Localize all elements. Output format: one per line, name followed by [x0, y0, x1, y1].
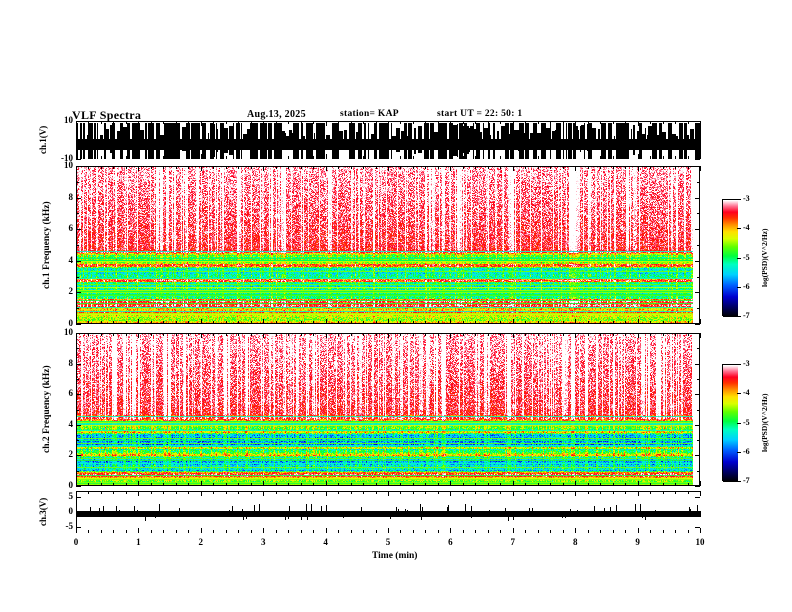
x-axis-tick-label: 6: [448, 537, 453, 547]
x-axis-label: Time (min): [372, 551, 418, 561]
ch1-waveform-axis-label: ch.1(V): [38, 125, 48, 154]
x-axis-tick-label: 1: [136, 537, 141, 547]
colorbar-ch2-tick-label: -6: [743, 447, 750, 456]
colorbar-ch1-tick-label: -5: [743, 253, 750, 262]
colorbar-ch2: [722, 364, 738, 482]
colorbar-ch1-tick-label: -6: [743, 282, 750, 291]
colorbar-ch2-tick-label: -5: [743, 418, 750, 427]
ch3-wave-tick-label: -5: [65, 521, 74, 531]
figure-title: VLF Spectra: [72, 108, 142, 122]
x-axis-tick-label: 0: [73, 537, 79, 547]
figure-date: Aug.13, 2025: [247, 109, 306, 120]
colorbar-ch2-tick-label: -7: [743, 476, 750, 485]
colorbar-ch2-tick-label: -4: [743, 388, 750, 397]
ch1-spec-tick-label: 2: [68, 286, 74, 296]
figure-title-row: VLF Spectra Aug.13, 2025 station= KAP st…: [0, 108, 792, 122]
ch1-spec-tick-label: 0: [68, 318, 74, 328]
ch2-spectrogram-image: [77, 334, 693, 485]
ch3-wave-tick-label: 5: [68, 491, 74, 501]
ch3-waveform-axis-label: ch.3(V): [38, 497, 48, 526]
colorbar-ch2-label: log(PSD)(V^2/Hz): [760, 393, 769, 452]
ch3-wave-tick-label: 0: [68, 506, 74, 516]
x-axis-tick-label: 3: [260, 537, 266, 547]
x-axis-tick-label: 10: [695, 537, 705, 547]
ch1-wave-tick-label: 10: [64, 115, 73, 125]
panel-ch1-waveform: [76, 121, 701, 160]
ch1-spectrogram-axis-label: ch.1 Frequency (kHz): [42, 201, 52, 289]
x-axis-tick-label: 2: [198, 537, 204, 547]
ch3-waveform-trace: [77, 492, 701, 534]
figure-start-ut: start UT = 22: 50: 1: [437, 109, 523, 119]
colorbar-ch1-label: log(PSD)(V^2/Hz): [760, 228, 769, 287]
colorbar-ch2-tick-label: -3: [743, 359, 750, 368]
colorbar-ch1: [722, 199, 738, 317]
ch1-spec-tick-label: 4: [68, 255, 74, 265]
colorbar-ch1-tick-label: -3: [743, 194, 750, 203]
colorbar-ch1-tick-label: -4: [743, 223, 750, 232]
ch2-spec-tick-label: 6: [68, 388, 74, 398]
colorbar-ch1-gradient: [723, 200, 738, 317]
ch2-spec-tick-label: 4: [68, 419, 74, 429]
x-axis-tick-label: 9: [635, 537, 640, 547]
colorbar-ch1-tick-label: -7: [743, 311, 750, 320]
panel-ch1-spectrogram: [76, 166, 700, 324]
ch1-spec-tick-label: 8: [68, 192, 74, 202]
panel-ch3-waveform: [76, 491, 701, 534]
colorbar-ch2-gradient: [723, 365, 738, 482]
ch1-spec-tick-label: 6: [68, 223, 74, 233]
ch2-spectrogram-axis-label: ch.2 Frequency (kHz): [42, 365, 52, 453]
ch1-spectrogram-image: [77, 167, 693, 323]
panel-ch2-spectrogram: [76, 333, 700, 486]
x-axis-tick-label: 5: [385, 537, 391, 547]
ch1-waveform-trace: [77, 122, 701, 160]
ch2-spec-tick-label: 10: [64, 327, 73, 337]
ch1-spec-tick-label: 10: [64, 160, 73, 170]
ch2-spec-tick-label: 0: [68, 480, 74, 490]
ch2-spec-tick-label: 2: [68, 449, 74, 459]
x-axis-tick-label: 4: [323, 537, 328, 547]
ch2-spec-tick-label: 8: [68, 358, 74, 368]
x-axis-tick-label: 7: [510, 537, 516, 547]
ch1-wave-tick-label: -10: [61, 153, 73, 163]
x-axis-tick-label: 8: [572, 537, 578, 547]
figure-station: station= KAP: [340, 109, 399, 119]
